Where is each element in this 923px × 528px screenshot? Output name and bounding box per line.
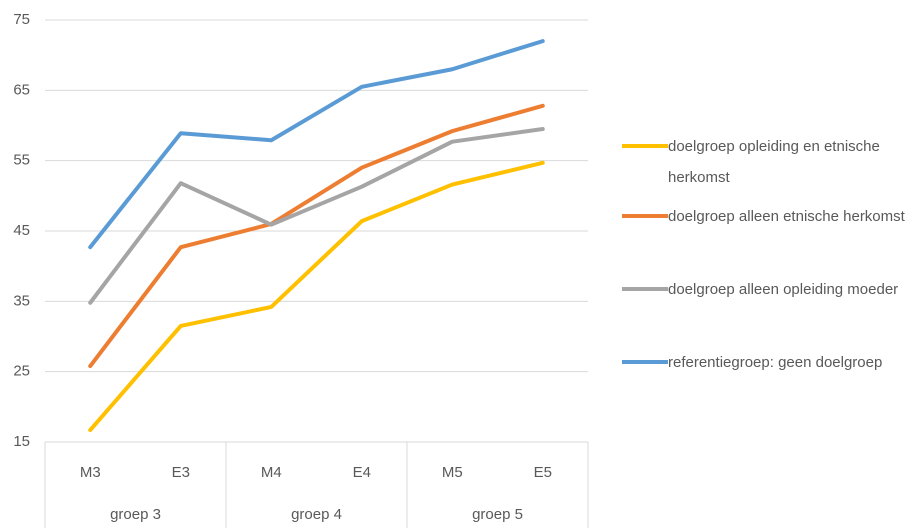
y-tick-label: 35 — [13, 292, 30, 309]
group-label: groep 4 — [291, 506, 342, 523]
x-tick-label: M5 — [442, 464, 463, 481]
series-line — [88, 39, 545, 250]
group-label: groep 5 — [472, 506, 523, 523]
y-tick-label: 55 — [13, 152, 30, 169]
legend-label: referentiegroep: geen doelgroep — [668, 354, 883, 371]
x-tick-label: M4 — [261, 464, 282, 481]
x-tick-label: M3 — [80, 464, 101, 481]
x-tick-label: E4 — [353, 464, 371, 481]
y-tick-label: 75 — [13, 11, 30, 28]
legend-label: doelgroep alleen opleiding moeder — [668, 281, 899, 298]
series-line — [88, 127, 545, 305]
legend-label: doelgroep opleiding en etnische herkomst — [668, 138, 880, 186]
legend-label: doelgroep alleen etnische herkomst — [668, 208, 905, 225]
series-line — [88, 160, 545, 433]
x-tick-label: E3 — [172, 464, 190, 481]
series-line — [88, 103, 545, 369]
y-tick-label: 15 — [13, 433, 30, 450]
y-tick-label: 65 — [13, 81, 30, 98]
x-tick-label: E5 — [534, 464, 552, 481]
group-label: groep 3 — [110, 506, 161, 523]
y-tick-label: 45 — [13, 222, 30, 239]
y-tick-label: 25 — [13, 363, 30, 380]
